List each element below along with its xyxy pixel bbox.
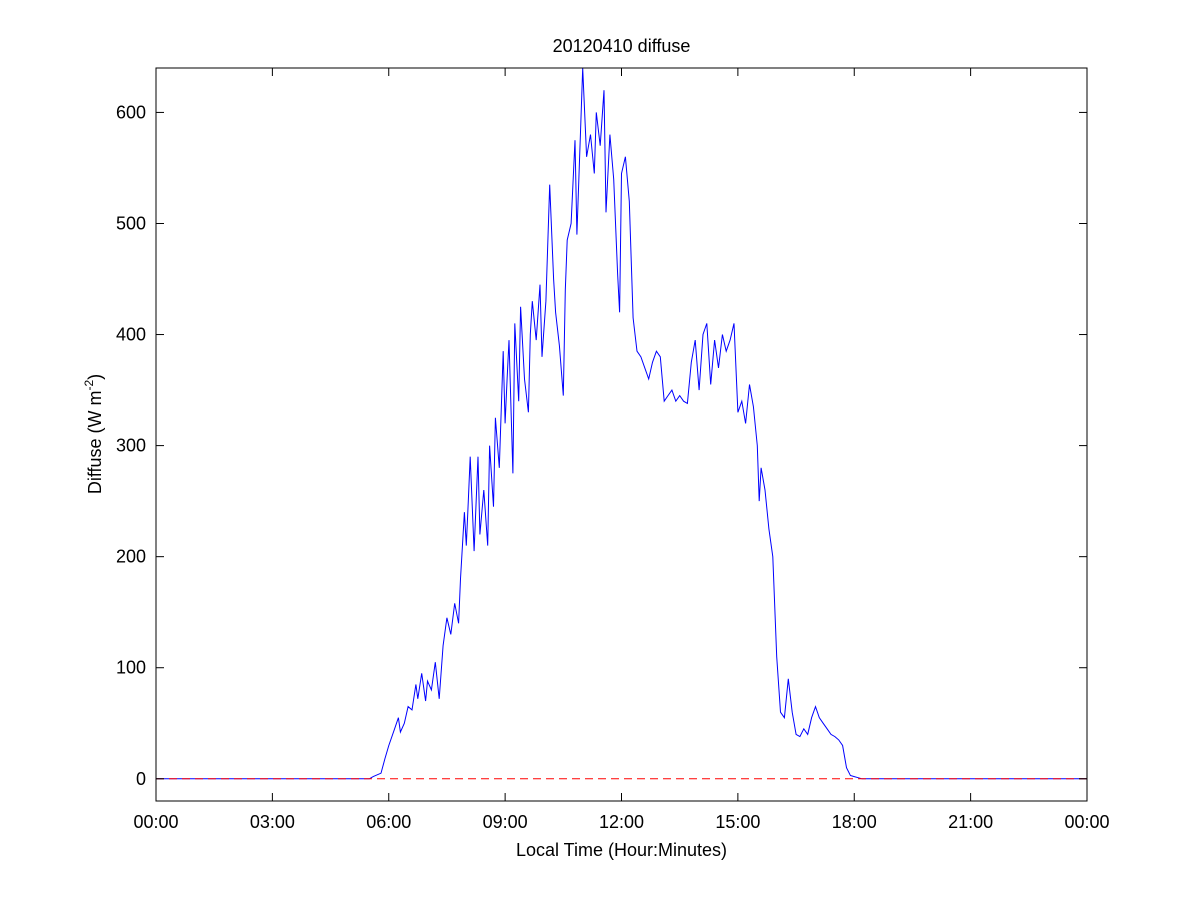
x-tick-label-3: 09:00 <box>483 812 528 832</box>
x-tick-label-7: 21:00 <box>948 812 993 832</box>
y-axis-label: Diffuse (W m-2) <box>82 374 105 494</box>
y-tick-label-2: 200 <box>116 547 146 567</box>
x-tick-label-6: 18:00 <box>832 812 877 832</box>
x-axis-label: Local Time (Hour:Minutes) <box>516 840 727 860</box>
y-axis-label-superscript: -2 <box>82 379 96 390</box>
y-axis-label-close: ) <box>85 374 105 380</box>
y-tick-label-0: 0 <box>136 769 146 789</box>
chart-title: 20120410 diffuse <box>553 36 691 56</box>
series-line-1 <box>156 67 1087 780</box>
x-tick-label-8: 00:00 <box>1064 812 1109 832</box>
series-layer <box>156 67 1087 780</box>
y-tick-label-6: 600 <box>116 102 146 122</box>
y-tick-label-3: 300 <box>116 436 146 456</box>
y-tick-label-5: 500 <box>116 213 146 233</box>
y-tick-label-4: 400 <box>116 325 146 345</box>
x-tick-label-5: 15:00 <box>715 812 760 832</box>
x-tick-label-2: 06:00 <box>366 812 411 832</box>
y-tick-label-1: 100 <box>116 658 146 678</box>
x-tick-label-4: 12:00 <box>599 812 644 832</box>
x-tick-label-0: 00:00 <box>133 812 178 832</box>
x-tick-label-1: 03:00 <box>250 812 295 832</box>
ticks-layer: 00:00 03:00 06:00 09:00 12:00 15:00 18:00 21:00… <box>116 68 1110 832</box>
axes-box <box>155 67 1088 802</box>
y-axis-label-main: Diffuse (W m <box>85 390 105 494</box>
